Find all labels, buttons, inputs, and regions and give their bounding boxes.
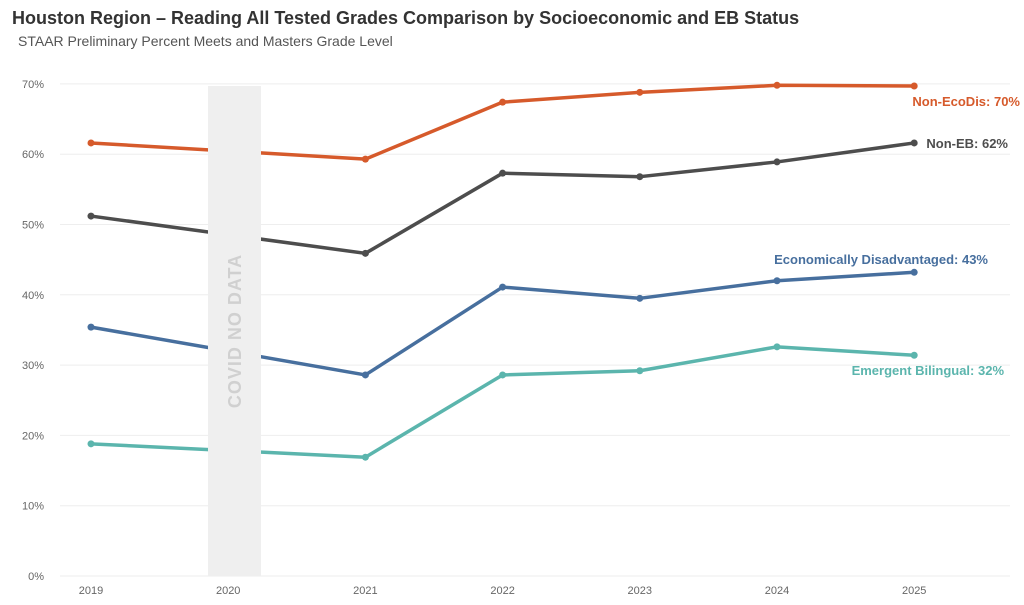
data-point [636,88,644,96]
series-line [90,345,915,459]
data-point [773,81,781,89]
y-tick-label: 70% [22,79,44,91]
y-tick-label: 30% [22,360,44,372]
data-point [361,453,369,461]
covid-annotation: COVID NO DATA [225,254,245,408]
y-tick-label: 20% [22,430,44,442]
y-tick-label: 50% [22,220,44,232]
y-tick-label: 60% [22,149,44,161]
series-label: Non-EB: 62% [926,136,1008,151]
y-tick-label: 40% [22,290,44,302]
x-tick-label: 2021 [353,585,377,597]
data-point [773,343,781,351]
x-tick-label: 2023 [628,585,652,597]
x-tick-label: 2020 [216,585,240,597]
data-point [361,249,369,257]
x-tick-label: 2019 [79,585,103,597]
x-tick-label: 2022 [490,585,514,597]
y-tick-label: 10% [22,501,44,513]
data-point [636,294,644,302]
data-point [87,212,95,220]
data-point [910,268,918,276]
data-point [636,367,644,375]
x-tick-label: 2024 [765,585,789,597]
chart-subtitle: STAAR Preliminary Percent Meets and Mast… [18,33,393,49]
data-point [499,98,507,106]
series-label: Non-EcoDis: 70% [912,94,1020,109]
data-point [87,440,95,448]
data-point [499,169,507,177]
data-point [773,158,781,166]
series-label: Economically Disadvantaged: 43% [774,252,988,267]
data-point [910,139,918,147]
data-point [361,371,369,379]
data-point [87,323,95,331]
chart-title: Houston Region – Reading All Tested Grad… [12,8,800,28]
series-line [90,83,915,161]
data-point [910,351,918,359]
data-point [361,155,369,163]
covid-band [208,86,261,576]
x-tick-label: 2025 [902,585,926,597]
data-point [499,371,507,379]
data-point [773,277,781,285]
y-tick-label: 0% [28,571,44,583]
data-point [87,139,95,147]
series-label: Emergent Bilingual: 32% [852,363,1005,378]
series-line [90,270,915,377]
data-point [910,82,918,90]
data-point [636,173,644,181]
series-line [90,141,915,256]
data-point [499,283,507,291]
